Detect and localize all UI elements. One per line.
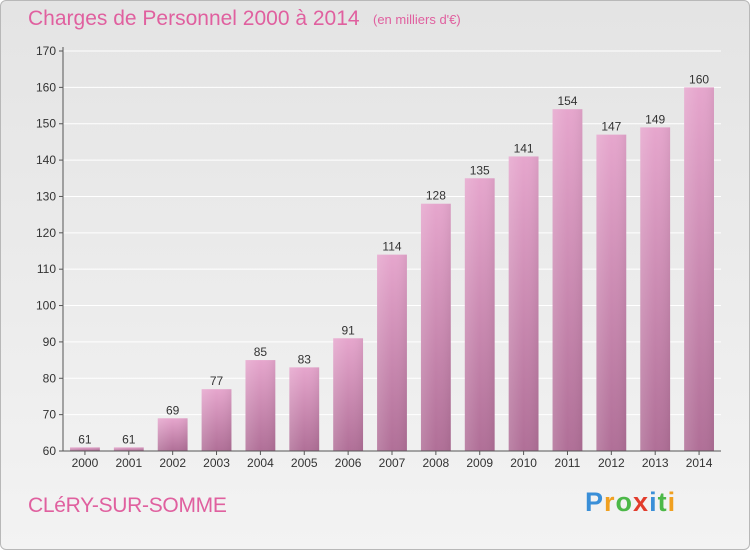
bar-shine (201, 389, 232, 451)
logo-letter: i (667, 487, 677, 517)
bar-shine (684, 87, 714, 451)
proxiti-logo[interactable]: Proxiti (585, 487, 676, 518)
y-tick-label: 70 (43, 408, 57, 422)
bar-value-label: 154 (557, 94, 577, 108)
bar-value-label: 77 (210, 374, 224, 388)
x-tick-label: 2001 (115, 456, 142, 470)
logo-letter: P (585, 487, 605, 517)
x-tick-label: 2006 (335, 456, 362, 470)
chart-title: Charges de Personnel 2000 à 2014 (28, 7, 360, 30)
bar-shine (464, 178, 495, 452)
x-tick-label: 2010 (510, 456, 537, 470)
x-tick-label: 2007 (379, 456, 406, 470)
bar-value-label: 114 (382, 240, 401, 254)
bar-value-label: 61 (78, 432, 92, 446)
x-tick-label: 2013 (642, 456, 669, 470)
bar-shine (552, 109, 583, 451)
logo-letter: o (615, 487, 634, 517)
y-tick-label: 90 (43, 335, 57, 349)
x-tick-label: 2004 (247, 456, 274, 470)
bar-shine (113, 447, 144, 451)
y-tick-label: 80 (43, 371, 57, 385)
bar-value-label: 128 (426, 189, 446, 203)
x-tick-label: 2003 (203, 456, 230, 470)
bar-value-label: 135 (470, 163, 490, 177)
x-tick-label: 2011 (555, 456, 581, 470)
y-tick-label: 60 (43, 444, 57, 458)
logo-letter: i (649, 487, 658, 517)
labels: 60 70 80 90 100 110 120 130 140 150 160 170 61 2000 61… (36, 44, 713, 470)
bar-value-label: 141 (514, 141, 534, 155)
bar-shine (70, 447, 100, 451)
axes (59, 47, 721, 455)
bar-value-label: 91 (341, 323, 355, 337)
y-tick-label: 140 (36, 153, 56, 167)
bar-value-label: 61 (122, 432, 136, 446)
bar-value-label: 69 (166, 403, 180, 417)
bar-shine (596, 134, 627, 452)
logo-letter: r (604, 487, 616, 517)
x-tick-label: 2009 (466, 456, 493, 470)
x-tick-label: 2002 (159, 456, 186, 470)
bar-shine (157, 418, 188, 451)
bar-value-label: 160 (689, 72, 709, 86)
x-tick-label: 2008 (423, 456, 450, 470)
chart-subtitle: (en milliers d'€) (373, 12, 461, 27)
bar-value-label: 83 (298, 352, 312, 366)
bars (70, 87, 714, 452)
y-tick-label: 100 (36, 299, 56, 313)
bar-value-label: 147 (601, 120, 621, 134)
bar-shine (640, 127, 671, 451)
bar-value-label: 85 (254, 345, 268, 359)
y-tick-label: 150 (36, 117, 56, 131)
y-tick-label: 120 (36, 226, 56, 240)
x-tick-label: 2005 (291, 456, 318, 470)
logo-letter: t (657, 487, 668, 517)
bar-value-label: 149 (645, 112, 665, 126)
city-name: CLéRY-SUR-SOMME (28, 494, 227, 517)
y-tick-label: 110 (37, 262, 56, 276)
bar-shine (333, 338, 364, 451)
y-tick-label: 130 (36, 189, 56, 203)
x-tick-label: 2000 (72, 456, 99, 470)
bar-shine (508, 156, 539, 452)
y-tick-label: 160 (36, 80, 56, 94)
bar-shine (420, 203, 451, 451)
y-tick-label: 170 (36, 44, 56, 58)
x-tick-label: 2012 (598, 456, 625, 470)
bar-shine (245, 360, 276, 451)
x-tick-label: 2014 (686, 456, 713, 470)
bar-shine (377, 254, 407, 451)
bar-shine (289, 367, 320, 451)
logo-letter: x (633, 487, 650, 517)
